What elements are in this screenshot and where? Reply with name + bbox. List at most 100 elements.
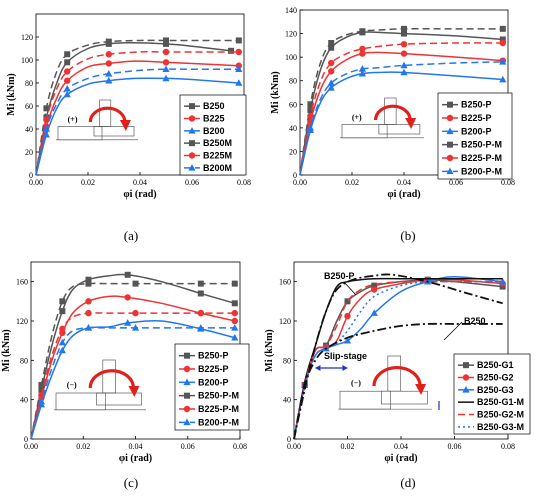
- data-point: [63, 90, 71, 98]
- series-B225-P-M: [299, 39, 506, 176]
- legend-marker: [463, 362, 469, 369]
- y-tick-label: 160: [16, 278, 28, 287]
- data-point: [344, 312, 351, 320]
- data-point: [358, 65, 366, 72]
- data-point: [64, 59, 71, 66]
- data-point: [371, 282, 378, 289]
- data-point: [235, 79, 243, 86]
- series-B200-P-M: [299, 58, 507, 176]
- annotation-arrow-b250-p: [343, 281, 357, 296]
- data-point: [499, 36, 506, 43]
- data-point: [105, 60, 113, 67]
- data-point: [124, 271, 131, 278]
- series-line: [35, 77, 239, 176]
- data-point: [63, 68, 71, 75]
- data-point: [85, 298, 92, 305]
- inset-beam: [341, 124, 388, 139]
- slip-stage-arrow-right: [342, 365, 348, 371]
- x-tick-label: 0.04: [397, 178, 411, 187]
- series-line: [293, 275, 503, 440]
- data-point: [235, 37, 242, 44]
- y-tick-label: 120: [16, 317, 28, 326]
- legend-label: B250-P-M: [461, 140, 502, 150]
- data-point: [328, 40, 335, 46]
- legend-label: B200M: [203, 163, 232, 173]
- inset-column: [387, 355, 402, 392]
- rotation-arrow-head: [415, 384, 427, 395]
- figure-caption: (b): [400, 228, 415, 243]
- data-point: [499, 39, 506, 47]
- series-B250M: [35, 37, 242, 176]
- legend-label: B225-P: [461, 113, 492, 123]
- data-point: [401, 30, 407, 37]
- data-point: [85, 276, 92, 283]
- data-point: [370, 309, 378, 316]
- moment-sign-label: (+): [68, 115, 78, 124]
- data-point: [63, 84, 71, 92]
- y-tick-label: 120: [21, 33, 33, 42]
- legend: B250-G1 B250-G2 B250-G3 B250-G1-M B250-G2-M B…: [453, 353, 531, 435]
- legend: B250-P B225-P B200-P B250-P-M B225-P-M B200-P…: [437, 92, 513, 180]
- data-point: [235, 48, 242, 56]
- series-B200: [35, 74, 243, 176]
- y-tick-label: 40: [283, 396, 291, 405]
- y-tick-label: 0: [24, 435, 28, 444]
- data-point: [231, 309, 238, 317]
- y-tick-label: 80: [283, 356, 291, 365]
- data-point: [59, 325, 66, 333]
- legend-marker: [462, 386, 470, 393]
- x-tick-label: 0.06: [181, 442, 195, 451]
- figure-caption: (a): [124, 228, 138, 243]
- legend-label: B250-G2-M: [477, 410, 524, 420]
- data-point: [105, 51, 113, 58]
- data-point: [197, 290, 204, 297]
- legend-label: B250-P: [198, 351, 229, 361]
- series-B250: [293, 322, 503, 440]
- legend-label: B225: [203, 114, 225, 124]
- x-tick-label: 0.08: [237, 178, 251, 187]
- legend-label: B225-P-M: [198, 404, 239, 414]
- moment-sign-label: (−): [351, 378, 361, 387]
- data-point: [358, 69, 366, 77]
- data-point: [400, 61, 408, 69]
- data-point: [359, 28, 366, 35]
- annotations: B250-P B250 Slip-stage: [315, 271, 486, 410]
- legend-marker: [446, 127, 454, 135]
- x-tick-label: 0.06: [185, 178, 199, 187]
- legend-marker: [446, 167, 454, 175]
- data-point: [197, 324, 205, 331]
- legend-label: B250-G3-M: [477, 422, 524, 432]
- y-axis-label: Mi (kNm): [264, 329, 275, 372]
- y-tick-label: 80: [20, 356, 28, 365]
- data-point: [231, 333, 239, 341]
- x-tick-label: 0.02: [341, 442, 355, 451]
- y-tick-label: 60: [25, 102, 33, 111]
- legend-marker: [446, 154, 454, 162]
- figure-caption: (c): [124, 475, 138, 490]
- series-line: [35, 51, 239, 176]
- legend-label: B250M: [203, 138, 232, 148]
- x-axis-label: φi (rad): [387, 189, 420, 200]
- y-tick-label: 80: [25, 79, 33, 88]
- series-B225-P-M: [30, 309, 238, 440]
- data-point: [328, 59, 335, 67]
- data-point: [131, 324, 140, 331]
- data-point: [400, 50, 408, 57]
- data-point: [231, 317, 238, 325]
- rotation-arrow-head: [119, 120, 131, 131]
- data-point: [105, 76, 113, 84]
- series-line: [299, 51, 503, 176]
- figure-caption: (d): [400, 475, 415, 490]
- y-tick-label: 40: [289, 124, 297, 133]
- rotation-arrow: [373, 104, 412, 121]
- legend-label: B225M: [203, 151, 232, 161]
- data-point: [400, 40, 408, 48]
- inset-slab: [378, 124, 421, 135]
- data-point: [59, 308, 66, 315]
- x-tick-label: 0.00: [29, 178, 43, 187]
- annotation-b250-p: B250-P: [324, 271, 355, 281]
- legend-label: B250-G1: [477, 360, 514, 370]
- data-point: [59, 298, 66, 305]
- legend-label: B250-G3: [477, 385, 514, 395]
- data-point: [162, 48, 170, 56]
